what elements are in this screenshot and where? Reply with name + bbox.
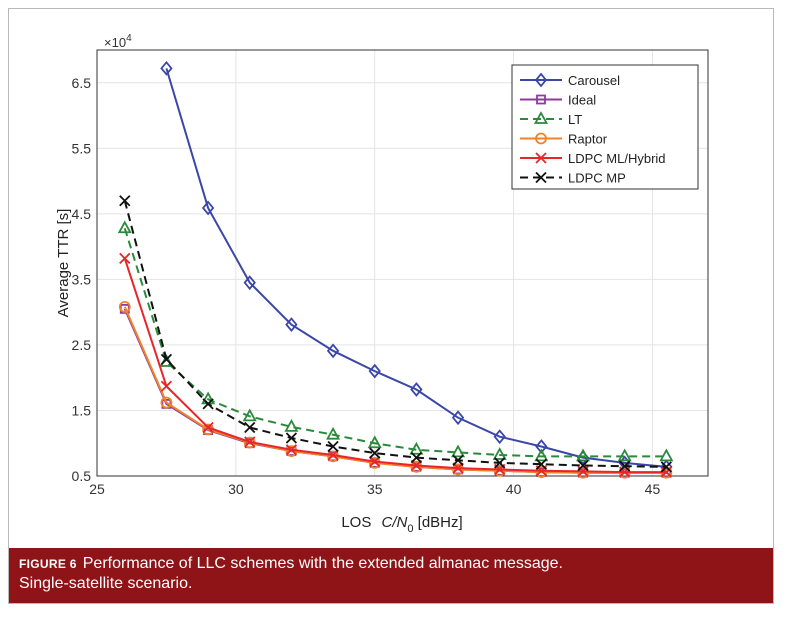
data-point <box>494 457 506 469</box>
series-ideal <box>119 303 672 478</box>
data-point <box>576 448 591 462</box>
y-multiplier: ×104 <box>104 33 132 50</box>
legend-marker <box>534 72 548 88</box>
x-axis-label: LOS C/N0 [dBHz] <box>341 514 462 535</box>
data-point <box>285 444 298 456</box>
data-point <box>242 408 257 422</box>
data-point <box>160 380 173 392</box>
x-tick-label: 30 <box>228 481 244 497</box>
data-point <box>535 458 548 470</box>
data-point <box>285 432 298 444</box>
data-point <box>410 452 423 464</box>
x-tick-label: 35 <box>367 481 383 497</box>
x-tick-label: 40 <box>506 481 522 497</box>
caption-label: FIGURE 6 <box>19 557 77 571</box>
series-line <box>123 306 667 474</box>
legend-entry: LDPC MP <box>568 171 626 186</box>
data-point <box>535 466 548 478</box>
data-point <box>284 418 299 432</box>
data-point <box>119 252 131 265</box>
data-point <box>327 449 339 461</box>
data-point <box>493 464 506 477</box>
caption-text-2: Single-satellite scenario. <box>19 575 193 592</box>
figure-caption: FIGURE 6 Performance of LLC schemes with … <box>9 548 773 603</box>
series-ldpc-ml-hybrid <box>119 252 672 478</box>
y-tick-label: 0.5 <box>72 468 92 484</box>
data-point <box>118 301 131 313</box>
legend-box <box>511 64 699 190</box>
series-line <box>123 200 667 468</box>
data-point <box>452 463 464 476</box>
y-tick-label: 2.5 <box>72 337 92 353</box>
series-line <box>165 68 667 468</box>
series-line <box>123 258 667 474</box>
data-point <box>243 275 256 291</box>
data-point <box>202 421 214 434</box>
data-point <box>617 448 632 462</box>
data-point <box>326 343 340 359</box>
data-point <box>160 396 173 409</box>
legend-marker <box>535 171 547 184</box>
data-point <box>244 421 256 434</box>
plot-area <box>96 49 709 477</box>
legend-entry: Carousel <box>568 73 620 88</box>
data-point <box>619 460 631 472</box>
data-point <box>451 444 466 458</box>
y-tick-label: 4.5 <box>72 206 92 222</box>
data-point <box>119 195 131 207</box>
series-raptor <box>118 301 673 479</box>
data-point <box>160 353 173 365</box>
data-point <box>492 447 507 460</box>
y-tick-label: 3.5 <box>72 271 92 287</box>
data-point <box>244 436 256 448</box>
y-axis-label: Average TTR [s] <box>55 209 72 318</box>
data-point <box>451 410 465 426</box>
data-point <box>201 200 215 216</box>
data-point <box>660 466 672 478</box>
legend-entry: Ideal <box>568 93 596 108</box>
figure-frame <box>8 8 774 604</box>
legend: Carousel Ideal LT Raptor LDPC ML/Hybrid LDPC … <box>511 64 699 190</box>
series-group <box>117 60 674 479</box>
data-point <box>660 461 672 473</box>
y-tick-label: 5.5 <box>72 140 92 156</box>
data-point <box>410 382 423 397</box>
legend-marker <box>533 111 549 124</box>
data-point <box>367 435 382 449</box>
data-point <box>493 429 506 445</box>
caption-text: Performance of LLC schemes with the exte… <box>82 555 563 572</box>
data-point <box>409 441 424 455</box>
data-point <box>327 440 339 453</box>
data-point <box>326 426 341 440</box>
data-point <box>369 455 381 468</box>
series-ldpc-mp <box>119 195 672 473</box>
data-point <box>452 454 464 466</box>
data-point <box>368 363 381 379</box>
data-point <box>577 466 589 479</box>
data-point <box>202 398 214 410</box>
data-point <box>117 220 132 234</box>
data-point <box>659 448 674 462</box>
data-point <box>534 448 549 462</box>
legend-marker <box>535 132 547 145</box>
data-point <box>369 447 381 459</box>
data-point <box>160 60 173 76</box>
x-tick-label: 45 <box>645 481 661 497</box>
legend-entry: LDPC ML/Hybrid <box>568 151 666 166</box>
data-point <box>535 439 548 454</box>
axis-ticks: 25 30 35 40 45 0.5 1.5 2.5 3.5 4.5 5.5 6.5 <box>72 75 661 497</box>
series-line <box>123 227 667 458</box>
series-line <box>123 308 667 474</box>
x-tick-label: 25 <box>89 481 105 497</box>
data-point <box>577 459 589 472</box>
legend-entry: LT <box>568 112 582 127</box>
data-point <box>285 317 298 333</box>
y-tick-label: 6.5 <box>72 75 92 91</box>
y-tick-label: 1.5 <box>72 402 92 418</box>
legend-marker <box>535 152 547 164</box>
legend-entry: Raptor <box>568 132 608 147</box>
legend-marker <box>536 94 546 105</box>
